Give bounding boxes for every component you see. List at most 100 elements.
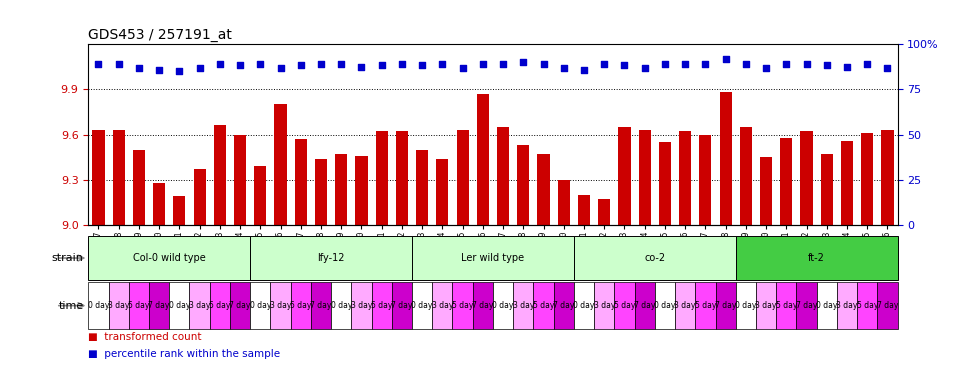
Bar xyxy=(877,282,898,329)
Point xyxy=(859,61,875,67)
Bar xyxy=(457,130,468,225)
Bar xyxy=(194,169,205,225)
Point xyxy=(232,62,248,68)
Point xyxy=(435,61,450,67)
Bar xyxy=(295,139,307,225)
Bar xyxy=(760,157,772,225)
Bar xyxy=(396,131,408,225)
Text: 5 day: 5 day xyxy=(209,301,230,310)
Bar xyxy=(335,154,348,225)
Bar xyxy=(638,130,651,225)
Bar xyxy=(251,236,412,280)
Text: 5 day: 5 day xyxy=(776,301,797,310)
Bar xyxy=(472,282,493,329)
Text: Col-0 wild type: Col-0 wild type xyxy=(132,253,205,263)
Bar xyxy=(493,282,514,329)
Point xyxy=(779,61,794,67)
Bar xyxy=(740,127,752,225)
Point xyxy=(879,65,895,71)
Text: GDS453 / 257191_at: GDS453 / 257191_at xyxy=(88,27,232,41)
Text: ■  transformed count: ■ transformed count xyxy=(88,332,202,342)
Bar xyxy=(497,127,509,225)
Bar xyxy=(514,282,534,329)
Point xyxy=(698,61,713,67)
Text: 0 day: 0 day xyxy=(816,301,837,310)
Point xyxy=(273,65,288,71)
Bar xyxy=(777,282,797,329)
Text: 5 day: 5 day xyxy=(129,301,150,310)
Point xyxy=(192,65,207,71)
Bar xyxy=(315,158,327,225)
Point xyxy=(516,59,531,65)
Bar xyxy=(189,282,209,329)
Bar xyxy=(92,130,105,225)
Text: 5 day: 5 day xyxy=(856,301,878,310)
Text: 3 day: 3 day xyxy=(432,301,453,310)
Point xyxy=(536,61,551,67)
Bar xyxy=(214,126,226,225)
Bar xyxy=(881,130,894,225)
Bar xyxy=(735,236,898,280)
Bar xyxy=(618,127,631,225)
Text: 7 day: 7 day xyxy=(715,301,736,310)
Bar xyxy=(88,282,108,329)
Bar xyxy=(821,154,833,225)
Bar xyxy=(715,282,735,329)
Point xyxy=(758,65,774,71)
Text: 7 day: 7 day xyxy=(553,301,574,310)
Bar xyxy=(112,130,125,225)
Point xyxy=(839,64,854,70)
Text: 7 day: 7 day xyxy=(229,301,251,310)
Bar xyxy=(558,180,570,225)
Bar xyxy=(517,145,529,225)
Text: time: time xyxy=(59,300,84,311)
Bar xyxy=(355,156,368,225)
Text: 5 day: 5 day xyxy=(613,301,636,310)
Text: 3 day: 3 day xyxy=(513,301,534,310)
Text: Ler wild type: Ler wild type xyxy=(462,253,524,263)
Bar xyxy=(432,282,452,329)
Text: lfy-12: lfy-12 xyxy=(318,253,345,263)
Bar xyxy=(598,199,611,225)
Bar xyxy=(538,154,550,225)
Bar xyxy=(251,282,271,329)
Bar xyxy=(209,282,230,329)
Point xyxy=(738,61,754,67)
Bar xyxy=(861,133,874,225)
Bar xyxy=(534,282,554,329)
Point xyxy=(556,65,571,71)
Bar xyxy=(291,282,311,329)
Point xyxy=(658,61,673,67)
Bar xyxy=(132,150,145,225)
Bar xyxy=(574,282,594,329)
Bar xyxy=(841,141,853,225)
Text: 7 day: 7 day xyxy=(796,301,817,310)
Text: 3 day: 3 day xyxy=(350,301,372,310)
Bar xyxy=(679,131,691,225)
Text: 3 day: 3 day xyxy=(756,301,777,310)
Text: 0 day: 0 day xyxy=(87,301,109,310)
Text: 0 day: 0 day xyxy=(250,301,271,310)
Bar xyxy=(108,282,129,329)
Bar xyxy=(234,134,246,225)
Bar xyxy=(574,236,735,280)
Bar xyxy=(659,142,671,225)
Point xyxy=(212,61,228,67)
Text: 3 day: 3 day xyxy=(270,301,291,310)
Text: co-2: co-2 xyxy=(644,253,665,263)
Text: 7 day: 7 day xyxy=(876,301,899,310)
Bar xyxy=(578,195,590,225)
Bar xyxy=(720,92,732,225)
Text: 5 day: 5 day xyxy=(695,301,716,310)
Point xyxy=(678,61,693,67)
Point xyxy=(395,61,410,67)
Bar xyxy=(174,197,185,225)
Bar xyxy=(594,282,614,329)
Bar xyxy=(392,282,412,329)
Text: 0 day: 0 day xyxy=(330,301,352,310)
Text: 0 day: 0 day xyxy=(573,301,594,310)
Bar xyxy=(635,282,655,329)
Text: 7 day: 7 day xyxy=(392,301,413,310)
Bar xyxy=(153,183,165,225)
Bar xyxy=(756,282,777,329)
